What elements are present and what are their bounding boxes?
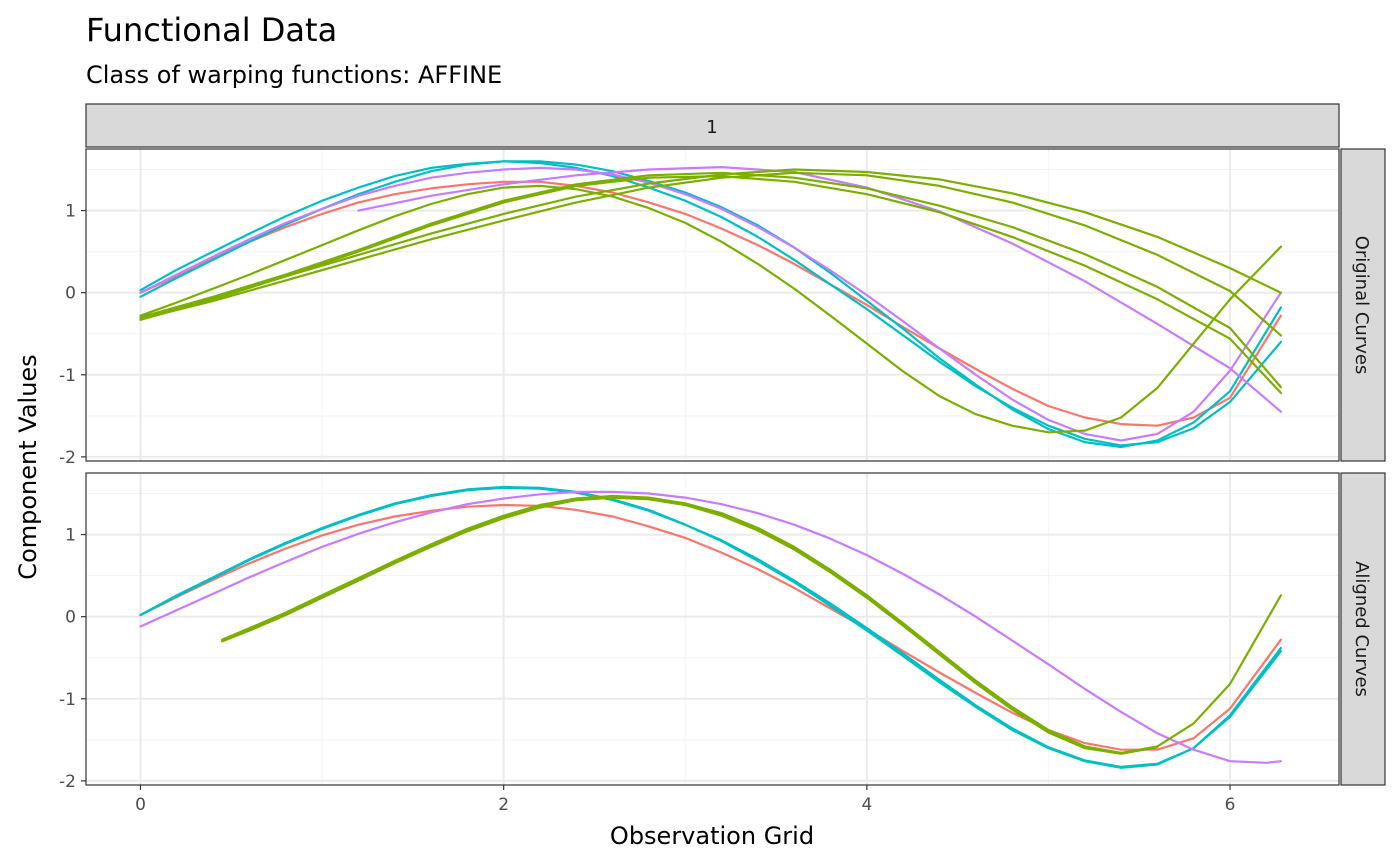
curve-1 (139, 180, 1282, 427)
x-tick-label: 0 (135, 795, 146, 815)
panel-original-curves: -2 -1 0 1 Original Curves (59, 148, 1386, 468)
x-tick-label: 4 (861, 795, 872, 815)
curve-8 (139, 168, 1282, 319)
panel-grid (86, 473, 1339, 785)
panel-y-axis: -2 -1 0 1 (59, 526, 86, 792)
chart-subtitle: Class of warping functions: AFFINE (86, 61, 502, 89)
y-tick-label: -1 (59, 366, 76, 386)
x-tick-label: 2 (498, 795, 509, 815)
curve-1 (139, 503, 1282, 751)
curve-5 (357, 166, 1282, 413)
y-axis-title: Component Values (14, 354, 42, 579)
y-tick-label: -2 (59, 772, 76, 792)
row-strip-label: Original Curves (1351, 236, 1372, 375)
column-strip: 1 (85, 103, 1340, 148)
y-tick-label: 0 (65, 608, 76, 628)
x-tick-label: 6 (1225, 795, 1236, 815)
curve-6 (139, 175, 1282, 394)
panel-y-axis: -2 -1 0 1 (59, 202, 86, 468)
row-strip-label: Aligned Curves (1351, 561, 1372, 697)
panel-background (86, 149, 1339, 461)
y-tick-label: 1 (65, 202, 76, 222)
curve-7 (139, 171, 1282, 389)
row-strip-background (1340, 148, 1386, 462)
curve-9 (139, 171, 1282, 337)
curve-4 (139, 490, 1282, 764)
y-tick-label: 0 (65, 284, 76, 304)
x-axis-title: Observation Grid (610, 822, 814, 850)
panel-curves (139, 485, 1282, 769)
panel-border (85, 472, 1340, 786)
x-axis: 0 2 4 6 (135, 785, 1235, 815)
y-tick-label: -2 (59, 448, 76, 468)
curve-7 (221, 494, 1123, 755)
panel-border (85, 148, 1340, 462)
panel-curves (139, 160, 1282, 449)
column-strip-label: 1 (706, 117, 717, 138)
chart-title: Functional Data (86, 11, 337, 49)
curve-2 (139, 160, 1282, 447)
curve-10 (139, 184, 1282, 434)
panel-aligned-curves: -2 -1 0 1 Aligned Curves (59, 472, 1386, 792)
row-strip-background (1340, 472, 1386, 786)
y-tick-label: -1 (59, 690, 76, 710)
column-strip-background (85, 103, 1340, 148)
curve-8 (221, 496, 1123, 755)
y-tick-label: 1 (65, 526, 76, 546)
curve-3 (139, 486, 1282, 768)
panel-background (86, 473, 1339, 785)
